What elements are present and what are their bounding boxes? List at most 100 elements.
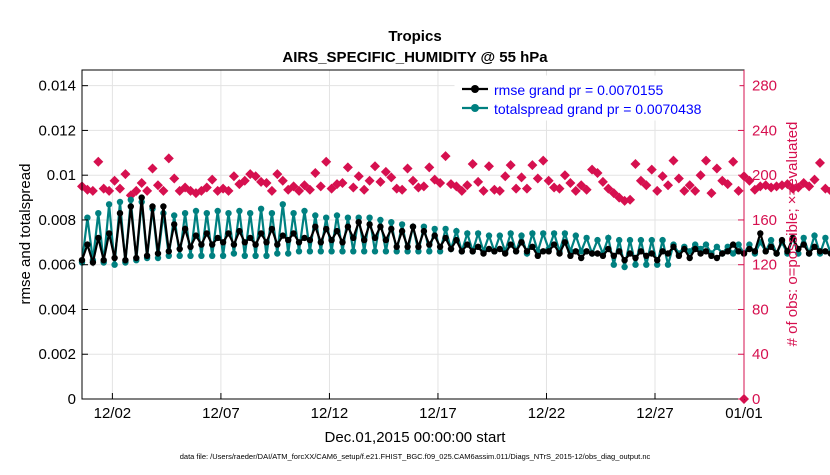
totalspread-point xyxy=(610,261,617,268)
rmse-point xyxy=(789,234,796,242)
obs-count-series xyxy=(77,151,830,404)
chart-title-line1: Tropics xyxy=(388,28,441,45)
totalspread-point xyxy=(192,207,200,215)
totalspread-point xyxy=(572,232,579,239)
obs-count-marker xyxy=(440,151,451,162)
rmse-point xyxy=(616,248,623,255)
totalspread-point xyxy=(605,234,612,242)
obs-count-marker xyxy=(684,180,695,191)
rmse-point xyxy=(637,248,645,255)
rmse-point xyxy=(274,241,281,248)
totalspread-point xyxy=(811,232,818,239)
totalspread-point xyxy=(729,250,737,257)
obs-count-marker xyxy=(239,175,250,186)
totalspread-point xyxy=(529,230,536,237)
obs-count-marker xyxy=(814,157,825,168)
totalspread-point xyxy=(371,248,379,255)
totalspread-point xyxy=(518,232,525,239)
rmse-point xyxy=(116,210,124,217)
rmse-point xyxy=(670,243,677,250)
obs-count-marker xyxy=(201,182,212,193)
obs-count-marker xyxy=(402,163,413,174)
x-tick-label: 12/07 xyxy=(202,405,240,422)
obs-count-marker xyxy=(500,171,511,182)
totalspread-point xyxy=(333,212,341,219)
rmse-point xyxy=(176,245,183,253)
rmse-point xyxy=(464,241,471,248)
rmse-point xyxy=(301,234,308,242)
totalspread-point xyxy=(339,248,346,255)
obs-count-marker xyxy=(511,183,522,194)
rmse-point xyxy=(453,236,460,244)
rmse-point xyxy=(138,194,145,201)
obs-count-marker xyxy=(733,185,744,196)
rmse-point xyxy=(578,254,585,262)
totalspread-point xyxy=(453,227,460,235)
obs-count-marker xyxy=(435,178,446,189)
totalspread-point xyxy=(317,248,324,255)
rmse-point xyxy=(822,248,829,255)
obs-count-marker xyxy=(483,161,494,172)
totalspread-point xyxy=(659,236,666,244)
obs-count-marker xyxy=(521,183,532,194)
rmse-point xyxy=(795,245,802,253)
obs-count-marker xyxy=(554,183,565,194)
obs-count-marker xyxy=(418,181,429,192)
totalspread-point xyxy=(247,210,254,217)
totalspread-point xyxy=(350,248,357,255)
obs-count-marker xyxy=(424,162,435,173)
totalspread-point xyxy=(323,214,330,221)
rmse-point xyxy=(154,250,162,257)
totalspread-point xyxy=(214,207,221,215)
rmse-point xyxy=(339,239,346,246)
rmse-point xyxy=(442,234,449,242)
totalspread-point xyxy=(176,252,183,259)
totalspread-point xyxy=(621,263,628,271)
rmse-point xyxy=(469,248,476,255)
obs-count-marker xyxy=(131,185,142,196)
obs-count-marker xyxy=(706,188,717,199)
totalspread-point xyxy=(702,241,710,248)
obs-count-marker xyxy=(304,184,315,195)
totalspread-point xyxy=(654,261,661,268)
totalspread-point xyxy=(485,232,493,239)
rmse-point xyxy=(122,257,129,264)
y-right-tick-label: 120 xyxy=(752,257,777,274)
obs-count-marker xyxy=(625,194,636,205)
footnote: data file: /Users/raeder/DAI/ATM_forcXX/… xyxy=(180,452,651,461)
totalspread-point xyxy=(165,252,172,259)
rmse-point xyxy=(659,248,666,255)
rmse-point xyxy=(263,239,270,246)
obs-count-marker xyxy=(315,181,326,192)
totalspread-point xyxy=(550,230,558,237)
obs-count-marker xyxy=(532,173,543,184)
obs-count-marker xyxy=(359,184,370,195)
legend-spread-marker xyxy=(471,104,479,112)
totalspread-point xyxy=(355,214,362,221)
totalspread-point xyxy=(312,212,319,219)
obs-count-marker xyxy=(250,171,261,182)
obs-count-marker xyxy=(93,156,104,167)
totalspread-point xyxy=(171,212,178,219)
legend-box xyxy=(454,75,740,121)
totalspread-point xyxy=(767,236,775,244)
rmse-point xyxy=(594,250,601,257)
rmse-point xyxy=(209,241,216,248)
obs-count-marker xyxy=(462,180,473,191)
totalspread-point xyxy=(377,216,384,224)
totalspread-point xyxy=(236,207,243,215)
rmse-point xyxy=(285,236,292,244)
rmse-point xyxy=(610,252,617,259)
totalspread-point xyxy=(382,248,390,255)
obs-count-marker xyxy=(494,185,505,196)
rmse-point xyxy=(409,223,417,230)
totalspread-point xyxy=(116,198,124,206)
rmse-point xyxy=(773,250,780,257)
rmse-point xyxy=(502,250,509,257)
rmse-point xyxy=(279,232,286,239)
y-left-axis-label: rmse and totalspread xyxy=(17,164,34,305)
rmse-point xyxy=(561,239,569,246)
rmse-point xyxy=(382,236,390,244)
obs-count-marker xyxy=(478,185,489,196)
